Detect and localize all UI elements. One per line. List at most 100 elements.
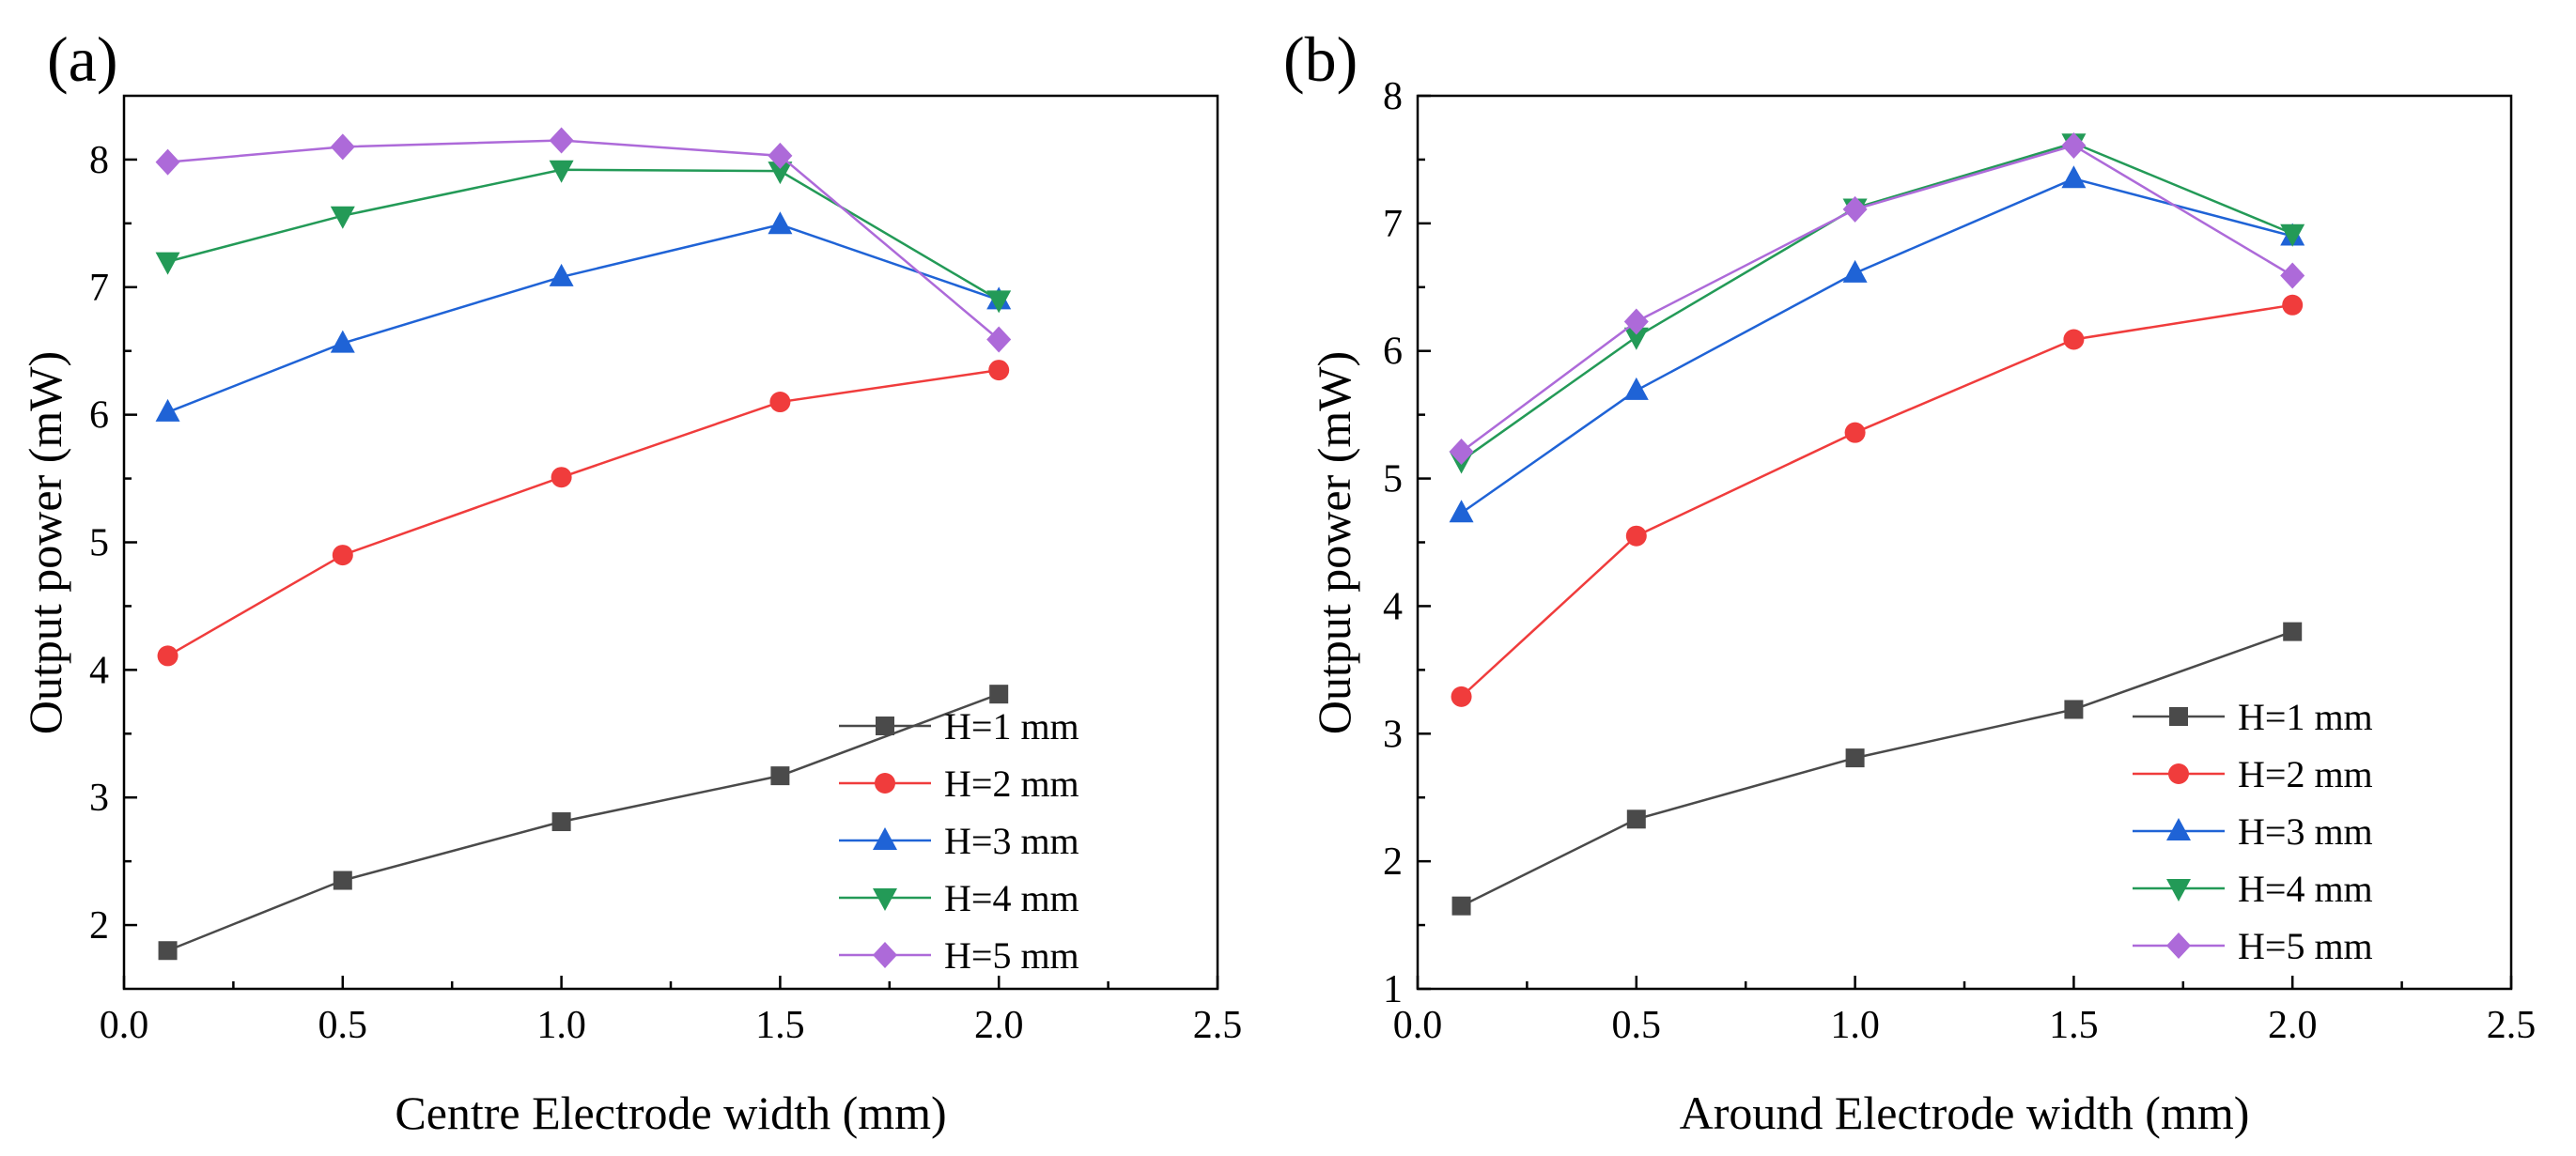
- x-axis-label: Around Electrode width (mm): [1680, 1087, 2250, 1139]
- legend-label: H=4 mm: [944, 877, 1079, 919]
- legend-item: H=5 mm: [2133, 925, 2373, 967]
- diamond-marker: [873, 942, 897, 968]
- y-tick-labels: 1 2 3 4 5 6 7 8: [1383, 75, 1403, 1011]
- x-tick-label: 2.0: [974, 1004, 1024, 1047]
- square-marker: [158, 941, 178, 961]
- legend-symbol: [839, 942, 931, 968]
- x-tick-label: 2.0: [2268, 1004, 2318, 1047]
- square-marker: [333, 871, 352, 890]
- series-h-5-mm: [1449, 131, 2305, 466]
- triangle-up-marker: [330, 330, 355, 353]
- circle-marker: [1625, 525, 1647, 547]
- x-tick-label: 0.5: [318, 1004, 368, 1047]
- x-tick-label: 1.0: [536, 1004, 586, 1047]
- series-h-2-mm: [157, 360, 1010, 667]
- legend-symbol: [839, 888, 931, 911]
- series-line: [166, 368, 1000, 657]
- series-h-3-mm: [155, 211, 1012, 422]
- x-tick-label: 2.5: [1193, 1004, 1243, 1047]
- legend-label: H=2 mm: [2238, 753, 2373, 795]
- legend-item: H=4 mm: [839, 877, 1079, 919]
- circle-marker: [875, 773, 895, 794]
- x-tick-labels: 0.0 0.5 1.0 1.5 2.0 2.5: [100, 1004, 1243, 1047]
- circle-marker: [551, 467, 572, 488]
- triangle-down-marker: [155, 252, 180, 275]
- circle-marker: [988, 360, 1010, 381]
- diamond-marker: [155, 148, 180, 176]
- triangle-up-marker: [2061, 165, 2087, 189]
- legend-item: H=3 mm: [2133, 810, 2373, 853]
- diamond-marker: [986, 326, 1012, 353]
- x-axis-label: Centre Electrode width (mm): [395, 1087, 946, 1139]
- chart-panel-b: (b) 0.0 0.5 1.0 1.5 2.0 2.5 1 2 3 4 5 6 …: [1283, 23, 2536, 1139]
- x-tick-label: 1.5: [755, 1004, 805, 1047]
- triangle-up-marker: [873, 827, 897, 850]
- square-marker: [876, 717, 894, 735]
- circle-marker: [1451, 686, 1472, 707]
- legend-symbol: [839, 773, 931, 794]
- diamond-marker: [2280, 262, 2305, 289]
- square-marker: [770, 766, 790, 786]
- legend-label: H=2 mm: [944, 763, 1079, 805]
- square-marker: [2169, 707, 2188, 726]
- triangle-down-marker: [549, 160, 574, 183]
- diamond-marker: [549, 127, 574, 154]
- x-tick-label: 0.5: [1612, 1004, 1662, 1047]
- legend-symbol: [2133, 933, 2225, 959]
- square-marker: [1451, 896, 1471, 916]
- triangle-up-marker: [2166, 818, 2191, 840]
- panel-label: (b): [1283, 23, 1358, 95]
- y-tick-label: 2: [1383, 840, 1403, 884]
- legend-label: H=5 mm: [944, 934, 1079, 977]
- legend-symbol: [2133, 879, 2225, 902]
- circle-marker: [2063, 329, 2085, 350]
- diamond-marker: [1449, 439, 1474, 466]
- triangle-down-marker: [1623, 327, 1649, 350]
- legend-item: H=4 mm: [2133, 868, 2373, 910]
- y-tick-label: 5: [89, 522, 109, 565]
- series-line: [1460, 303, 2293, 698]
- series-layer: [155, 127, 1012, 961]
- square-marker: [2064, 700, 2084, 719]
- series-h-1-mm: [1451, 622, 2303, 916]
- square-marker: [989, 685, 1009, 704]
- legend-item: H=3 mm: [839, 820, 1079, 862]
- series-h-2-mm: [1451, 294, 2304, 707]
- y-tick-labels: 2 3 4 5 6 7 8: [89, 139, 109, 948]
- series-h-4-mm: [155, 160, 1012, 314]
- diamond-marker: [1842, 195, 1868, 223]
- y-tick-label: 4: [89, 649, 109, 692]
- legend-label: H=3 mm: [944, 820, 1079, 862]
- legend-label: H=4 mm: [2238, 868, 2373, 910]
- legend-item: H=2 mm: [2133, 753, 2373, 795]
- y-tick-label: 7: [1383, 203, 1403, 246]
- series-line: [1460, 141, 2293, 462]
- square-marker: [2283, 622, 2303, 641]
- y-tick-label: 4: [1383, 585, 1403, 628]
- circle-marker: [2282, 294, 2304, 316]
- triangle-up-marker: [1842, 259, 1868, 283]
- legend-label: H=3 mm: [2238, 810, 2373, 853]
- y-tick-label: 6: [1383, 331, 1403, 374]
- axis-ticks: [122, 158, 1219, 989]
- series-line: [1461, 630, 2293, 907]
- diamond-marker: [768, 142, 793, 169]
- x-tick-label: 1.5: [2049, 1004, 2099, 1047]
- triangle-up-marker: [1449, 500, 1474, 523]
- series-h-1-mm: [158, 685, 1009, 961]
- panel-label: (a): [47, 23, 117, 95]
- x-tick-labels: 0.0 0.5 1.0 1.5 2.0 2.5: [1393, 1004, 2537, 1047]
- y-tick-label: 8: [1383, 75, 1403, 118]
- y-tick-label: 5: [1383, 458, 1403, 501]
- legend: H=1 mm H=2 mm H=3 mm H=4 mm H=5 mm: [839, 705, 1079, 977]
- legend-label: H=1 mm: [2238, 696, 2373, 738]
- triangle-down-marker: [2166, 879, 2191, 902]
- circle-marker: [769, 392, 791, 413]
- legend-item: H=2 mm: [839, 763, 1079, 805]
- chart-panel-a: (a) 0.0 0.5 1.0 1.5 2.0 2.5 2 3 4 5 6 7 …: [19, 23, 1242, 1139]
- legend-symbol: [2133, 763, 2225, 784]
- legend-symbol: [2133, 818, 2225, 840]
- triangle-up-marker: [1623, 377, 1649, 400]
- triangle-up-marker: [768, 211, 793, 235]
